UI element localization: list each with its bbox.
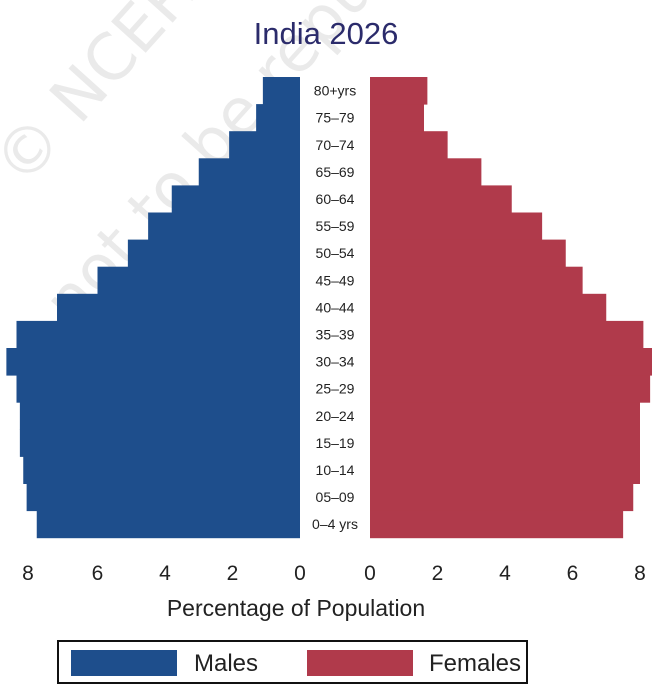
bar-females-15-19: [370, 429, 640, 457]
age-label-65-69: 65–69: [316, 164, 355, 180]
bar-females-50-54: [370, 239, 566, 268]
age-label-60-64: 60–64: [316, 191, 355, 207]
x-tick-females-2: 2: [432, 562, 444, 585]
age-label-25-29: 25–29: [316, 381, 355, 397]
bar-males-70-74: [229, 131, 300, 159]
age-label-75-79: 75–79: [316, 110, 355, 126]
bar-females-55-59: [370, 212, 543, 241]
bar-females-65-69: [370, 158, 482, 186]
bar-females-45-49: [370, 266, 583, 295]
age-label-35-39: 35–39: [316, 326, 355, 342]
age-label-45-49: 45–49: [316, 272, 355, 288]
bar-males-20-24: [19, 402, 300, 430]
age-label-20-24: 20–24: [316, 408, 355, 424]
x-tick-males-6: 6: [92, 562, 104, 585]
legend-swatch-males: [71, 650, 177, 676]
bar-females-75-79: [370, 104, 424, 132]
population-pyramid-chart: India 2026 80+yrs 75–79 70–74 65–69 60–64 55–…: [6, 16, 652, 621]
bar-females-20-24: [370, 402, 640, 430]
age-label-50-54: 50–54: [316, 245, 355, 261]
bar-females-0-4 yrs: [370, 510, 624, 539]
bar-females-40-44: [370, 293, 607, 322]
bar-females-80+yrs: [370, 77, 428, 105]
age-label-15-19: 15–19: [316, 435, 355, 451]
bar-females-60-64: [370, 185, 512, 213]
bar-males-25-29: [16, 375, 300, 403]
x-tick-males-0: 0: [294, 562, 306, 585]
bar-females-35-39: [370, 320, 644, 349]
bar-males-80+yrs: [262, 77, 300, 105]
x-tick-females-8: 8: [634, 562, 646, 585]
bar-males-60-64: [171, 185, 300, 213]
males-bars: [6, 77, 300, 539]
age-label-0-4 yrs: 0–4 yrs: [312, 516, 358, 532]
legend-label-females: Females: [429, 650, 522, 677]
bar-males-0-4 yrs: [36, 510, 300, 539]
bar-males-35-39: [16, 320, 300, 349]
bar-males-30-34: [6, 348, 300, 376]
bar-males-50-54: [127, 239, 300, 268]
bar-males-05-09: [26, 483, 300, 512]
age-label-55-59: 55–59: [316, 218, 355, 234]
bar-females-25-29: [370, 375, 651, 403]
x-tick-males-4: 4: [159, 562, 171, 585]
x-axis-ticks-females: 0 2 4 6 8: [364, 562, 646, 585]
females-bars: [370, 77, 652, 539]
bar-males-40-44: [57, 293, 300, 322]
age-label-80+yrs: 80+yrs: [314, 83, 356, 99]
bar-males-55-59: [148, 212, 300, 241]
x-tick-females-4: 4: [499, 562, 511, 585]
x-axis-ticks-males: 8 6 4 2 0: [22, 562, 306, 585]
age-label-30-34: 30–34: [316, 354, 355, 370]
bar-females-70-74: [370, 131, 448, 159]
bar-males-10-14: [23, 456, 300, 484]
age-label-40-44: 40–44: [316, 299, 355, 315]
bar-males-75-79: [256, 104, 300, 132]
bar-males-45-49: [97, 266, 300, 295]
chart-legend: Males Females: [57, 640, 528, 684]
x-tick-males-8: 8: [22, 562, 34, 585]
age-label-70-74: 70–74: [316, 137, 355, 153]
x-tick-females-6: 6: [567, 562, 579, 585]
legend-swatch-females: [307, 650, 413, 676]
chart-title: India 2026: [254, 16, 399, 51]
bar-females-30-34: [370, 348, 652, 376]
bar-males-15-19: [19, 429, 300, 457]
bar-females-05-09: [370, 483, 634, 512]
x-tick-males-2: 2: [227, 562, 239, 585]
legend-label-males: Males: [194, 650, 259, 677]
bar-males-65-69: [198, 158, 300, 186]
age-label-10-14: 10–14: [316, 462, 355, 478]
age-label-05-09: 05–09: [316, 489, 355, 505]
x-axis-label: Percentage of Population: [167, 595, 425, 621]
bar-females-10-14: [370, 456, 640, 484]
x-tick-females-0: 0: [364, 562, 376, 585]
age-group-labels: 80+yrs 75–79 70–74 65–69 60–64 55–59 50–54 45–4…: [312, 83, 358, 533]
